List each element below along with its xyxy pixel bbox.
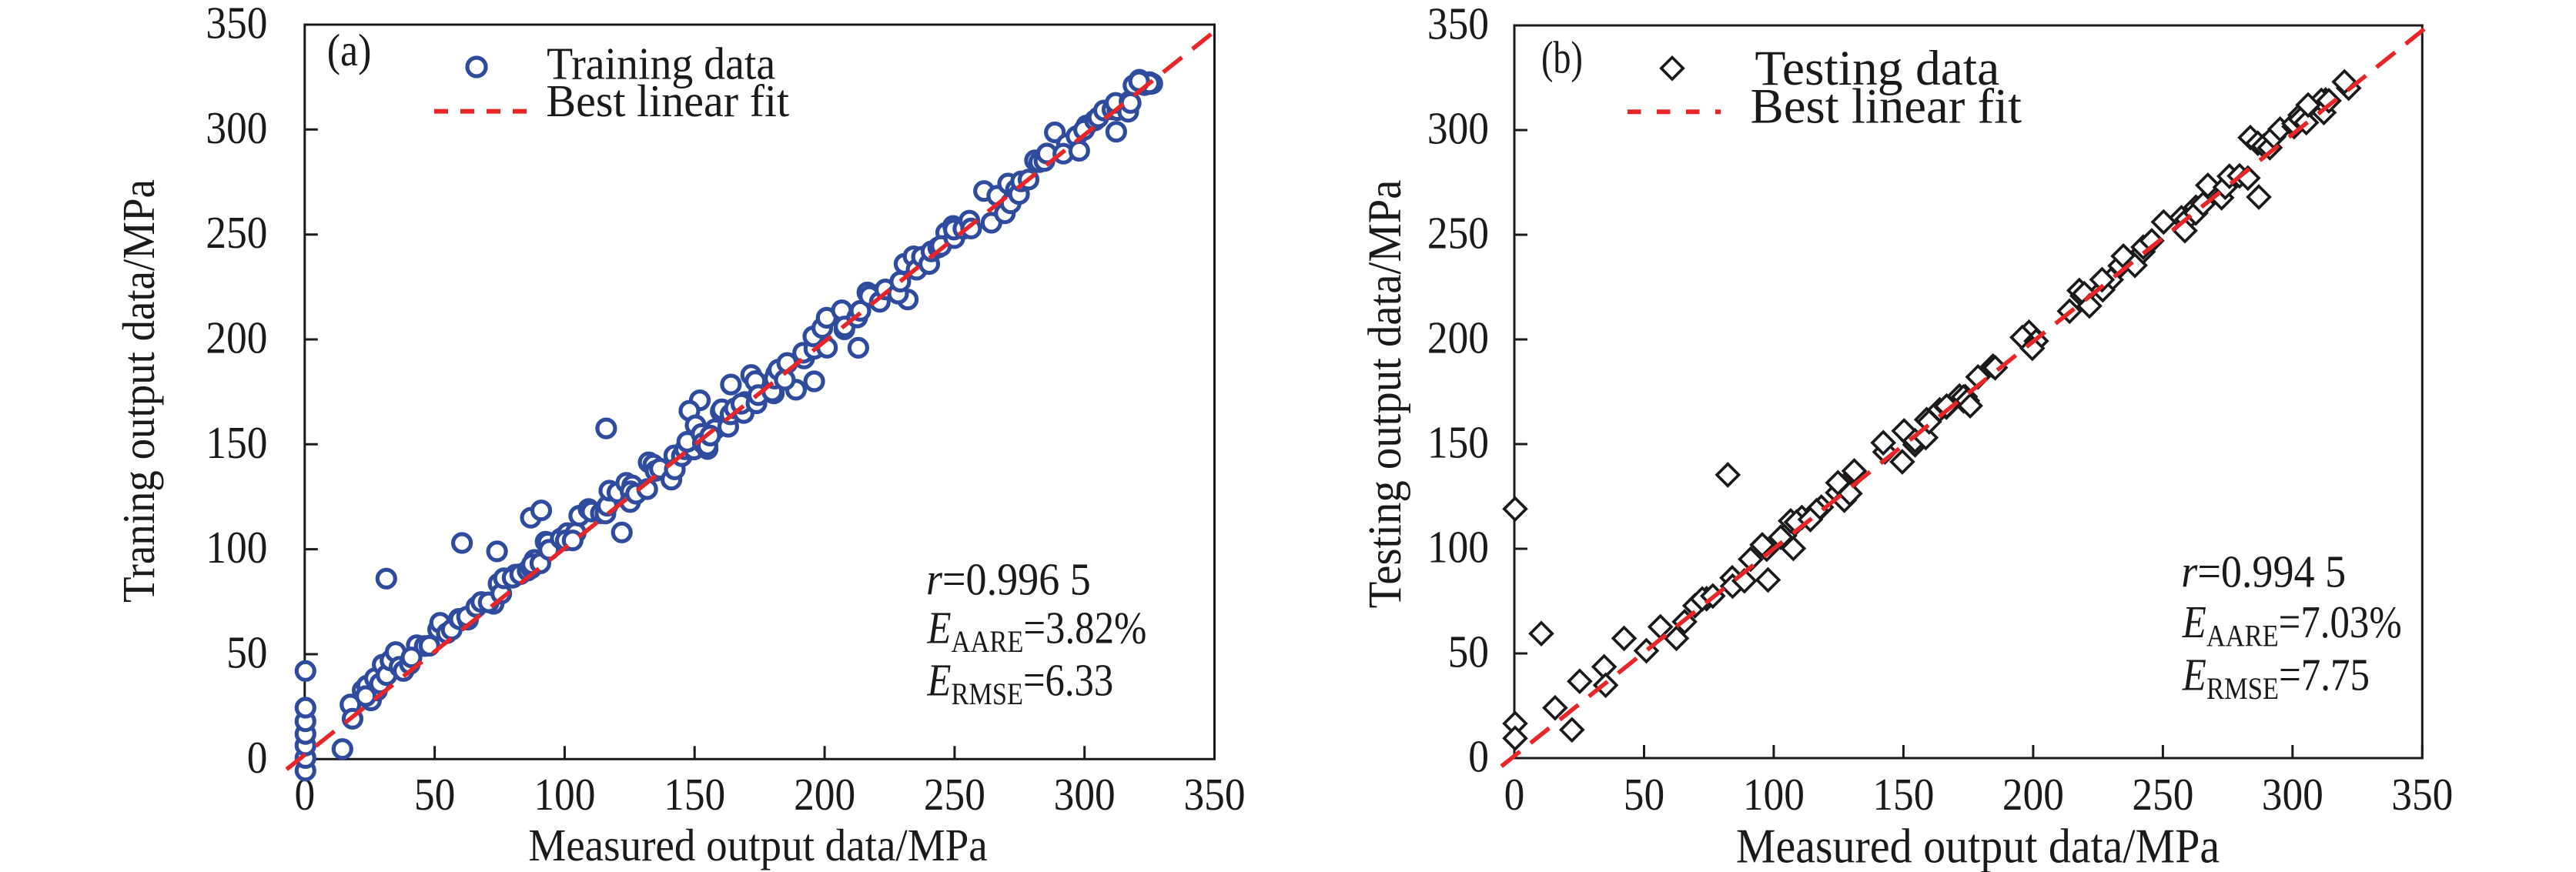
- svg-text:0: 0: [247, 733, 268, 783]
- svg-text:(a): (a): [327, 25, 372, 76]
- svg-text:200: 200: [794, 770, 855, 820]
- svg-text:0: 0: [1468, 732, 1489, 782]
- svg-text:350: 350: [1427, 0, 1489, 49]
- svg-text:50: 50: [1624, 770, 1664, 820]
- svg-text:200: 200: [2002, 770, 2064, 820]
- svg-text:Best linear fit: Best linear fit: [1751, 79, 2022, 134]
- svg-text:150: 150: [206, 418, 267, 468]
- svg-text:Testing data: Testing data: [1755, 41, 1999, 96]
- svg-text:250: 250: [924, 770, 985, 820]
- svg-text:350: 350: [206, 0, 267, 48]
- svg-text:250: 250: [206, 209, 267, 259]
- svg-text:200: 200: [1427, 313, 1489, 363]
- svg-text:300: 300: [1054, 770, 1116, 820]
- svg-text:150: 150: [664, 770, 725, 820]
- svg-text:350: 350: [2391, 770, 2453, 820]
- svg-text:50: 50: [226, 628, 267, 678]
- svg-text:250: 250: [2132, 770, 2193, 820]
- svg-text:r=0.994 5: r=0.994 5: [2181, 547, 2346, 597]
- svg-text:300: 300: [1427, 104, 1489, 154]
- svg-text:Measured output data/MPa: Measured output data/MPa: [1736, 820, 2220, 872]
- svg-text:Traning output data/MPa: Traning output data/MPa: [114, 179, 164, 603]
- svg-text:EAARE=3.82%: EAARE=3.82%: [927, 603, 1147, 660]
- svg-text:(b): (b): [1541, 33, 1583, 83]
- svg-text:100: 100: [534, 770, 595, 820]
- svg-text:Measured output data/MPa: Measured output data/MPa: [528, 820, 987, 870]
- svg-text:r=0.996 5: r=0.996 5: [926, 555, 1091, 605]
- svg-text:EAARE=7.03%: EAARE=7.03%: [2182, 597, 2402, 654]
- svg-text:200: 200: [206, 313, 267, 363]
- svg-text:50: 50: [414, 770, 455, 820]
- svg-text:Testing output data/MPa: Testing output data/MPa: [1359, 180, 1410, 609]
- svg-text:150: 150: [1872, 770, 1934, 820]
- svg-text:150: 150: [1427, 418, 1489, 468]
- svg-text:350: 350: [1183, 770, 1245, 820]
- svg-text:Best linear fit: Best linear fit: [546, 76, 789, 127]
- svg-text:0: 0: [1504, 770, 1525, 820]
- svg-text:100: 100: [1427, 523, 1489, 573]
- svg-text:250: 250: [1427, 209, 1489, 259]
- svg-text:ERMSE=6.33: ERMSE=6.33: [927, 655, 1114, 712]
- svg-text:100: 100: [1743, 770, 1805, 820]
- svg-text:300: 300: [206, 103, 267, 153]
- svg-text:300: 300: [2262, 770, 2323, 820]
- svg-text:ERMSE=7.75: ERMSE=7.75: [2182, 650, 2370, 707]
- svg-text:100: 100: [206, 523, 267, 573]
- svg-text:Training data: Training data: [547, 39, 775, 89]
- svg-text:50: 50: [1448, 627, 1489, 677]
